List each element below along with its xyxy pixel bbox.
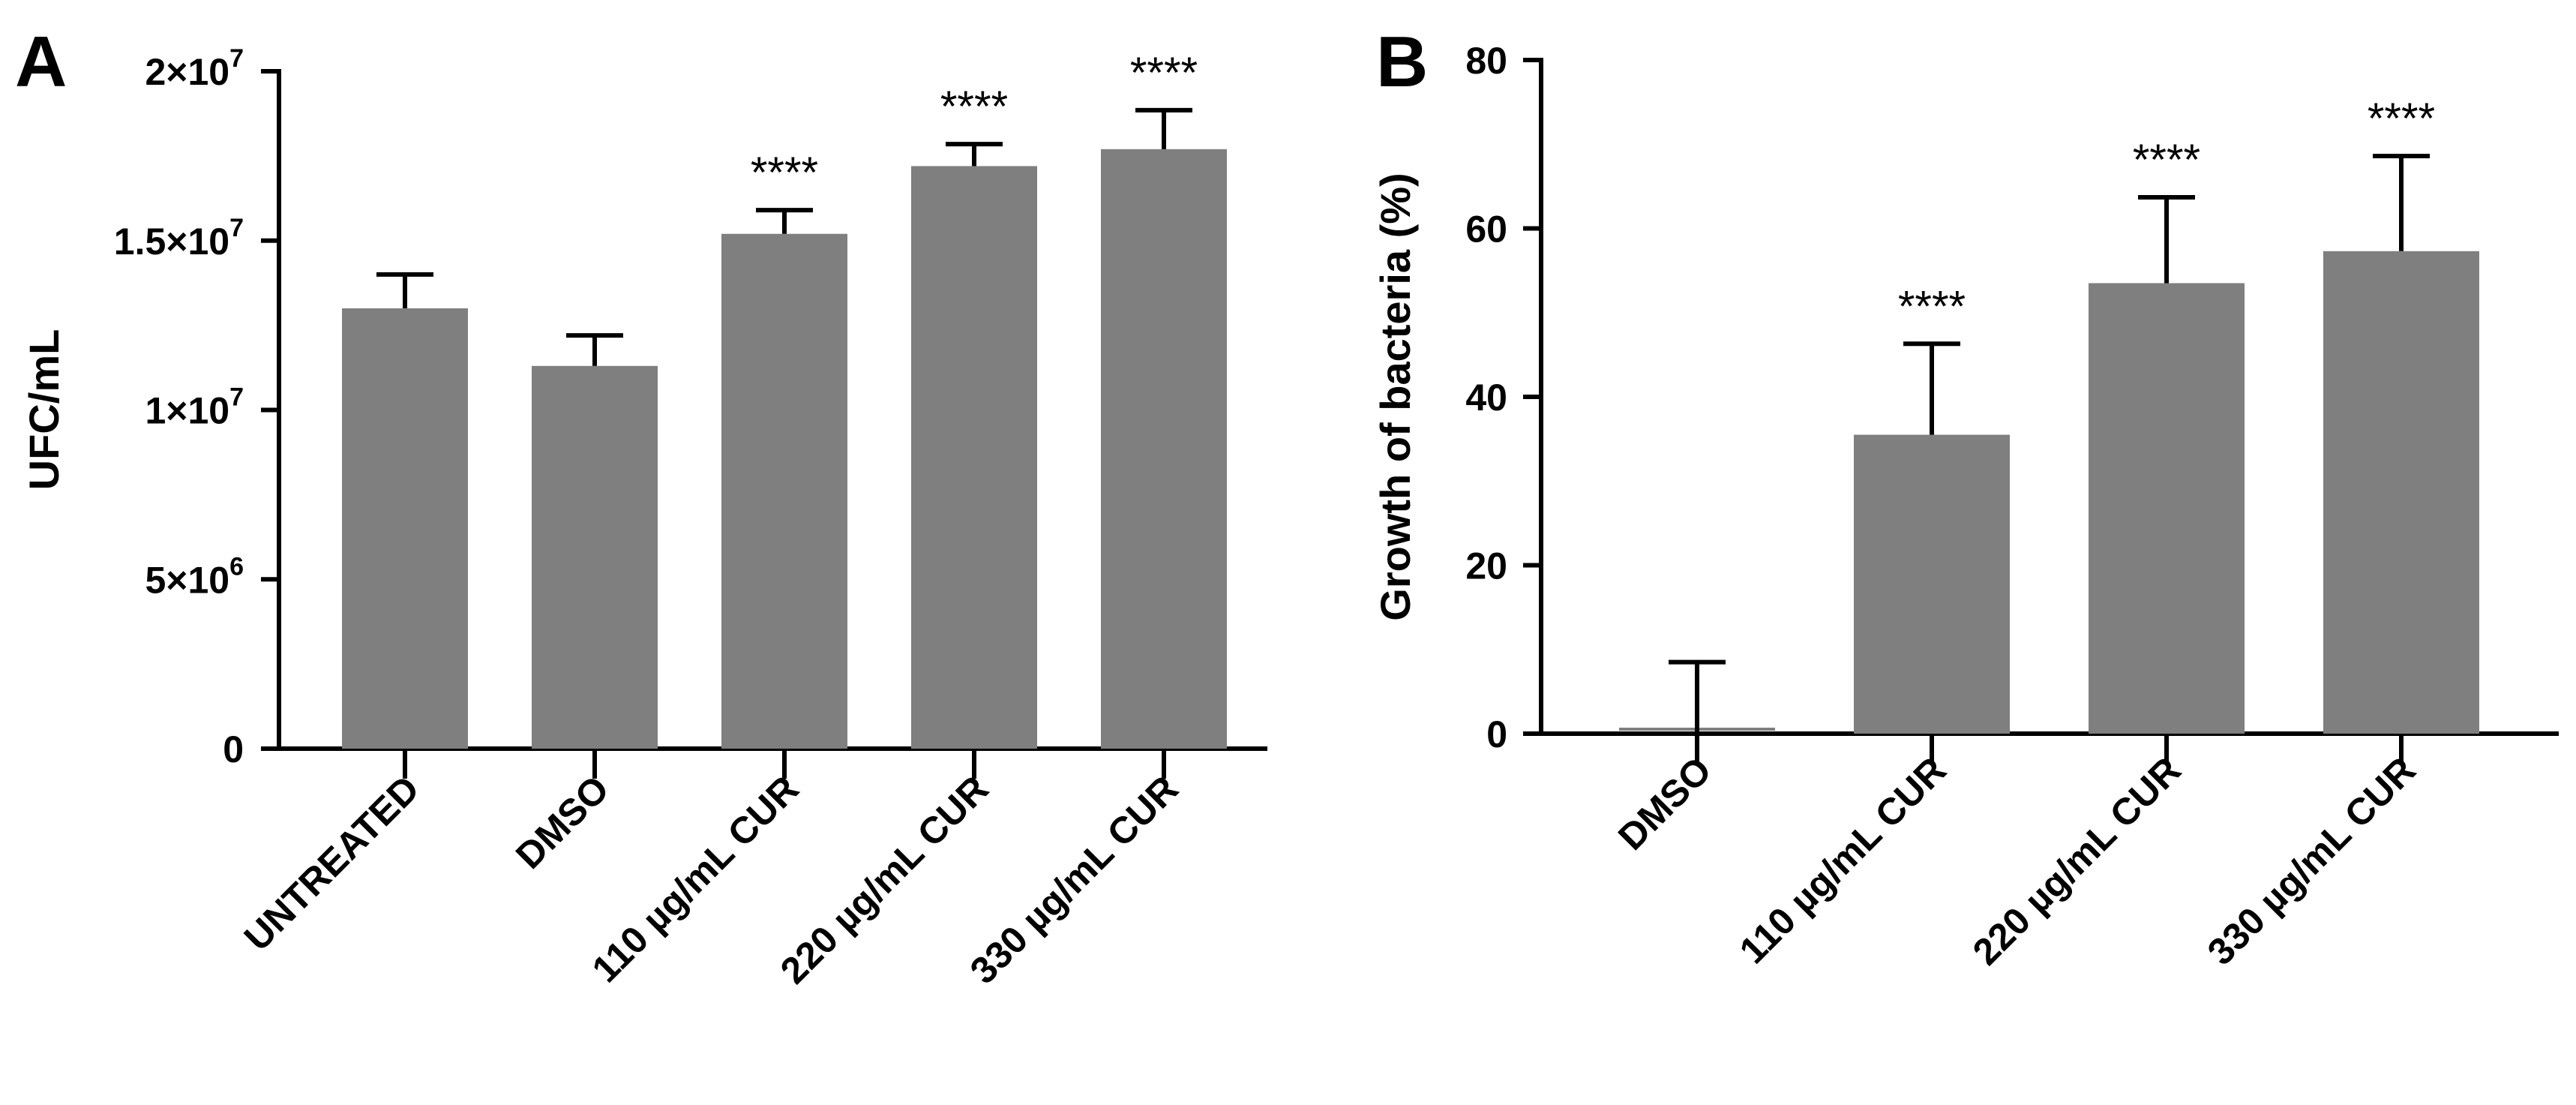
chart-b: 0 20 40 60 80 Growth of bacteria (%) DMSO 110 µ… bbox=[1372, 40, 2559, 973]
panel-letter-a: A bbox=[15, 22, 67, 102]
chart-a-y-tick-label: 0 bbox=[223, 728, 244, 770]
chart-b-significance-label: **** bbox=[2133, 136, 2200, 185]
chart-a-category-label: UNTREATED bbox=[236, 767, 427, 959]
chart-b-bar bbox=[2089, 283, 2245, 734]
chart-b-category-label: 110 µg/mL CUR bbox=[1732, 749, 1954, 971]
chart-a-bar bbox=[911, 166, 1037, 749]
chart-a-significance-label: **** bbox=[940, 83, 1008, 131]
chart-a-category-label: DMSO bbox=[508, 767, 617, 877]
chart-a-y-axis-title: UFC/mL bbox=[20, 329, 67, 491]
chart-b-category-label: 220 µg/mL CUR bbox=[1965, 749, 2189, 973]
chart-a-bar bbox=[532, 365, 658, 749]
chart-b-y-tick-label: 40 bbox=[1465, 377, 1507, 419]
chart-a-y-tick-label: 1.5×107 bbox=[114, 214, 244, 263]
chart-a-bar bbox=[1101, 149, 1227, 749]
chart-b-y-axis-title: Growth of bacteria (%) bbox=[1372, 173, 1419, 620]
chart-b-y-tick-label: 60 bbox=[1465, 209, 1507, 251]
chart-a-y-tick-label: 2×107 bbox=[145, 44, 244, 93]
chart-b-y-tick-label: 0 bbox=[1486, 713, 1507, 755]
chart-b-y-tick-label: 20 bbox=[1465, 545, 1507, 587]
chart-b-bar bbox=[2323, 251, 2479, 734]
chart-a-category-label: 220 µg/mL CUR bbox=[772, 767, 997, 992]
chart-a-y-tick-label: 1×107 bbox=[145, 383, 244, 432]
chart-b-significance-label: **** bbox=[1898, 282, 1966, 331]
chart-a: 0 5×106 1×107 1.5×107 2×107 UFC/mL UNTREATED DM… bbox=[20, 44, 1267, 992]
chart-b-bar bbox=[1854, 434, 2010, 734]
chart-a-bar bbox=[721, 233, 847, 749]
panel-letter-b: B bbox=[1376, 22, 1428, 102]
chart-b-category-label: DMSO bbox=[1610, 749, 1720, 858]
chart-a-category-label: 110 µg/mL CUR bbox=[584, 767, 807, 990]
chart-a-significance-label: **** bbox=[1130, 49, 1198, 98]
chart-a-y-tick-label: 5×106 bbox=[145, 552, 244, 601]
chart-b-y-tick-label: 80 bbox=[1465, 40, 1507, 82]
chart-b-significance-label: **** bbox=[2368, 95, 2435, 143]
chart-a-bar bbox=[342, 308, 468, 749]
chart-a-significance-label: **** bbox=[751, 149, 818, 197]
chart-b-category-label: 330 µg/mL CUR bbox=[2200, 749, 2424, 973]
chart-a-category-label: 330 µg/mL CUR bbox=[962, 767, 1186, 992]
